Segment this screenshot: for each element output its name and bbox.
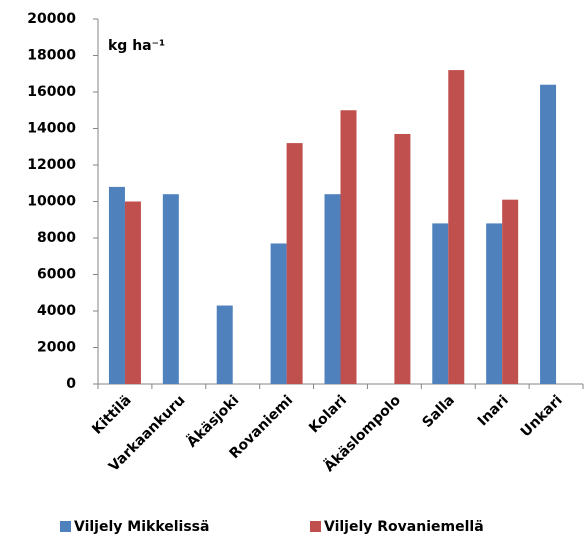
y-tick-label: 0 (66, 376, 76, 392)
unit-annotation: kg ha⁻¹ (108, 38, 165, 54)
bar (108, 186, 125, 384)
x-tick-label: Äkäsjoki (183, 392, 242, 451)
x-tick-label: Kolari (306, 392, 350, 436)
y-tick-label: 18000 (27, 48, 76, 64)
bar (124, 201, 141, 384)
bar (486, 223, 503, 384)
x-tick-label: Salla (419, 392, 458, 431)
bar (448, 70, 465, 384)
y-tick-label: 6000 (37, 267, 76, 283)
bar (216, 305, 233, 384)
bar (270, 243, 287, 384)
bar (162, 194, 179, 384)
bar (286, 143, 303, 384)
x-tick-label: Inari (475, 392, 512, 429)
legend-swatch (60, 521, 71, 532)
bar (540, 84, 557, 384)
legend-label: Viljely Rovaniemellä (324, 519, 484, 535)
bar (340, 110, 357, 384)
bar (324, 194, 341, 384)
y-tick-label: 12000 (27, 157, 76, 173)
legend-swatch (310, 521, 321, 532)
y-tick-label: 8000 (37, 230, 76, 246)
legend-label: Viljely Mikkelissä (74, 519, 209, 535)
y-tick-label: 2000 (37, 340, 76, 356)
y-tick-label: 14000 (27, 121, 76, 137)
bar (394, 133, 411, 384)
y-tick-label: 20000 (27, 11, 76, 27)
x-tick-label: Unkari (518, 392, 566, 440)
bar (432, 223, 449, 384)
y-tick-label: 4000 (37, 303, 76, 319)
y-tick-label: 10000 (27, 194, 76, 210)
bar (502, 199, 519, 384)
x-tick-label: Kittilä (89, 392, 134, 437)
y-tick-label: 16000 (27, 84, 76, 100)
